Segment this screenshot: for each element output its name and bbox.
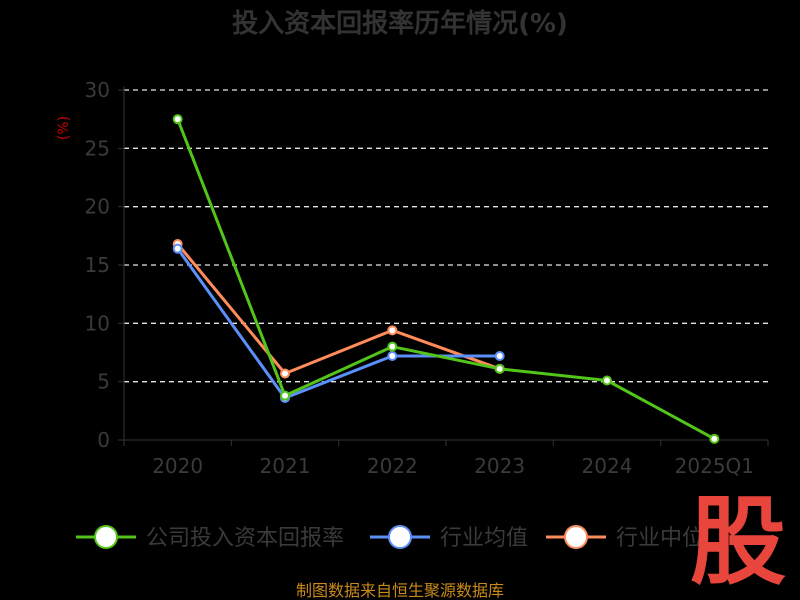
y-tick-label: 10: [85, 311, 110, 335]
data-point[interactable]: [494, 351, 505, 361]
data-point[interactable]: [280, 390, 290, 401]
data-point[interactable]: [387, 325, 398, 336]
data-point[interactable]: [494, 363, 505, 374]
series-line: [176, 243, 501, 375]
legend-marker: [388, 525, 412, 549]
legend-label: 公司投入资本回报率: [146, 526, 344, 551]
x-tick-label: 2025Q1: [675, 454, 754, 478]
y-tick-labels: 0 5 10 15 20 25 30: [85, 78, 110, 452]
legend-marker: [94, 525, 118, 549]
data-point[interactable]: [387, 351, 398, 361]
legend-marker: [564, 525, 588, 549]
y-tick-label: 5: [97, 370, 110, 394]
y-tick-label: 25: [85, 136, 110, 160]
y-tick-label: 15: [85, 253, 110, 277]
data-point[interactable]: [280, 368, 290, 379]
legend-item[interactable]: 行业均值: [370, 525, 528, 551]
grid-lines: [124, 89, 768, 383]
x-tick-label: 2020: [152, 454, 203, 478]
legend-item[interactable]: 公司投入资本回报率: [76, 525, 344, 551]
data-point[interactable]: [602, 375, 612, 386]
legend-label: 行业中位: [616, 526, 704, 551]
axes: [118, 86, 769, 446]
series-line: [176, 247, 500, 400]
legend[interactable]: 公司投入资本回报率 行业均值 行业中位: [76, 525, 704, 551]
y-tick-label: 0: [97, 428, 110, 452]
data-source-note: 制图数据来自恒生聚源数据库: [296, 581, 504, 600]
legend-label: 行业均值: [440, 526, 528, 551]
x-tick-labels: 2020 2021 2022 2023 2024 2025Q1: [152, 454, 754, 478]
data-point[interactable]: [172, 114, 183, 125]
series-layer: [172, 114, 720, 444]
x-tick-label: 2023: [474, 454, 525, 478]
y-tick-label: 30: [85, 78, 110, 102]
x-tick-label: 2021: [260, 454, 311, 478]
x-tick-label: 2022: [367, 454, 418, 478]
y-axis-label: (%): [56, 116, 72, 140]
series-line: [176, 118, 716, 441]
watermark-logo: 股: [690, 486, 786, 598]
data-point[interactable]: [172, 243, 183, 254]
chart-title: 投入资本回报率历年情况(%): [232, 8, 568, 39]
legend-item[interactable]: 行业中位: [546, 525, 704, 551]
y-tick-label: 20: [85, 195, 110, 219]
data-point[interactable]: [709, 433, 720, 444]
x-tick-label: 2024: [582, 454, 633, 478]
data-point[interactable]: [387, 341, 398, 352]
